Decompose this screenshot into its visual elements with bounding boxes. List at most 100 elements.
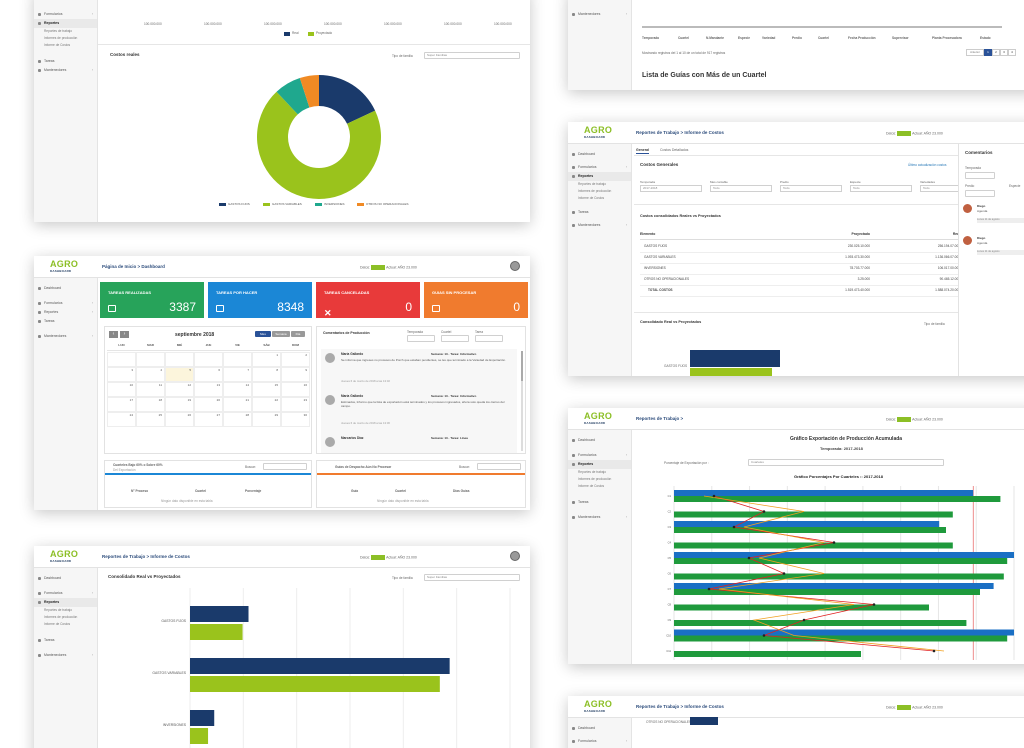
sidebar-item-formularios[interactable]: Formularios › [34, 10, 97, 19]
calendar-day[interactable]: 4 [136, 367, 165, 382]
kpi-tareas-por-hacer[interactable]: TAREAS POR HACER 8348 [208, 282, 312, 318]
bar-real[interactable] [190, 658, 450, 674]
bar-proyectado[interactable] [674, 521, 940, 527]
pager-2[interactable]: 2 [992, 49, 1000, 56]
calendar-day[interactable]: 6 [194, 367, 223, 382]
calendar-day[interactable]: 11 [136, 382, 165, 397]
calendar-day[interactable] [165, 352, 194, 367]
sidebar-item-dashboard[interactable]: Dashboard [568, 436, 631, 445]
donut-slice-3[interactable] [276, 78, 310, 115]
search-input[interactable] [263, 463, 307, 470]
pager-3[interactable]: 3 [1000, 49, 1008, 56]
sidebar-item-tareas[interactable]: Tareas [34, 317, 97, 326]
bar-real[interactable] [674, 558, 1008, 564]
bar-real[interactable] [674, 511, 953, 518]
sidebar-sub-produccion[interactable]: Informes de producción [44, 36, 78, 40]
calendar-day[interactable]: 18 [136, 397, 165, 412]
pager-prev[interactable]: Anterior [966, 49, 984, 56]
bar-real[interactable] [674, 527, 946, 533]
calendar-day[interactable]: 7 [223, 367, 252, 382]
sidebar-item-mantenedores[interactable]: Mantenedores › [568, 513, 631, 522]
sidebar-sub-trabajo[interactable]: Reportes de trabajo [44, 29, 72, 33]
sidebar-sub-trabajo[interactable]: Reportes de trabajo [578, 470, 606, 474]
view-week[interactable]: Semana [272, 331, 290, 337]
tab-costos-detallados[interactable]: Costos Detallados [660, 148, 689, 152]
sidebar-item-tareas[interactable]: Tareas [568, 498, 631, 507]
sidebar-item-dashboard[interactable]: Dashboard [568, 150, 631, 159]
sidebar-item-formularios[interactable]: Formularios › [34, 299, 97, 308]
legend-item[interactable]: GASTOS VARIABLES [272, 202, 302, 206]
calendar-day[interactable]: 20 [194, 397, 223, 412]
bar-real[interactable] [674, 573, 1004, 580]
pager-1[interactable]: 1 [984, 49, 992, 56]
kpi-tareas-realizadas[interactable]: TAREAS REALIZADAS 3387 [100, 282, 204, 318]
calendar-day[interactable]: 13 [194, 382, 223, 397]
bar-real[interactable] [674, 635, 1008, 642]
sidebar-sub-costos[interactable]: Informe de Costos [44, 622, 71, 626]
calendar-day[interactable]: 16 [281, 382, 310, 397]
donut-slice-2[interactable] [257, 91, 381, 200]
sidebar-sub-produccion[interactable]: Informes de producción [44, 615, 78, 619]
family-filter-select[interactable]: Super Familias [424, 52, 520, 59]
calendar-day[interactable]: 15 [252, 382, 281, 397]
bar-real[interactable] [674, 604, 929, 611]
calendar-day[interactable] [223, 352, 252, 367]
sidebar-item-formularios[interactable]: Formularios › [568, 163, 631, 172]
donut-slice-1[interactable] [319, 75, 376, 124]
sidebar-item-reportes[interactable]: Reportes [34, 19, 97, 28]
sidebar-item-mantenedores[interactable]: Mantenedores › [34, 66, 97, 75]
bar-proyectado[interactable] [674, 629, 1014, 636]
last-update-link[interactable]: Último actualización costos [908, 163, 947, 167]
calendar-day[interactable]: 24 [107, 412, 136, 427]
filter-select[interactable]: Todo [710, 185, 772, 192]
calendar-day[interactable]: 3 [107, 367, 136, 382]
calendar-day[interactable]: 26 [165, 412, 194, 427]
sidebar-sub-trabajo[interactable]: Reportes de trabajo [578, 182, 606, 186]
bar-real[interactable] [190, 710, 215, 726]
sidebar-item-formularios[interactable]: Formularios › [34, 589, 97, 598]
sidebar-sub-costos[interactable]: Informe de Costos [44, 43, 71, 47]
table-row-name[interactable]: GASTOS VARIABLES [644, 255, 676, 259]
calendar-day[interactable]: 12 [165, 382, 194, 397]
filter-select[interactable]: Todo [850, 185, 912, 192]
calendar-day[interactable]: 21 [223, 397, 252, 412]
bar-proyectado[interactable] [190, 624, 243, 640]
kpi-tareas-canceladas[interactable]: TAREAS CANCELADAS ✕ 0 [316, 282, 420, 318]
calendar-day[interactable]: 5 [165, 367, 194, 382]
sidebar-item-tareas[interactable]: Tareas [34, 636, 97, 645]
view-month[interactable]: Mes [255, 331, 271, 337]
filter-select[interactable]: 2017-2018 [640, 185, 702, 192]
sidebar-sub-trabajo[interactable]: Reportes de trabajo [44, 608, 72, 612]
legend-item[interactable]: GASTOS FIJOS [228, 202, 250, 206]
calendar-next[interactable]: › [120, 331, 129, 338]
cuartel-filter[interactable] [441, 335, 469, 342]
task-filter[interactable] [475, 335, 503, 342]
calendar-day[interactable]: 29 [252, 412, 281, 427]
sidebar-sub-costos[interactable]: Informe de Costos [578, 484, 605, 488]
sidebar-item-tareas[interactable]: Tareas [568, 208, 631, 217]
predio-filter[interactable] [965, 190, 995, 197]
view-day[interactable]: Día [291, 331, 305, 337]
bar-real[interactable] [674, 542, 953, 549]
sidebar-item-reportes[interactable]: Reportes [34, 598, 97, 607]
donut-slice-4[interactable] [299, 75, 319, 108]
bar-real[interactable] [674, 589, 980, 595]
family-filter-select[interactable]: Super Familias [424, 574, 520, 581]
bar-proyectado[interactable] [674, 583, 994, 589]
bar-real[interactable] [190, 606, 249, 622]
bar-proyectado[interactable] [674, 552, 1014, 558]
sidebar-item-tareas[interactable]: Tareas [34, 57, 97, 66]
sidebar-item-mantenedores[interactable]: Mantenedores › [34, 651, 97, 660]
calendar-day[interactable]: 1 [252, 352, 281, 367]
season-filter[interactable] [965, 172, 995, 179]
sidebar-sub-costos[interactable]: Informe de Costos [578, 196, 605, 200]
calendar-day[interactable]: 9 [281, 367, 310, 382]
season-filter[interactable] [407, 335, 435, 342]
avatar[interactable] [510, 261, 520, 271]
calendar-day[interactable]: 2 [281, 352, 310, 367]
kpi-guias-sin-procesar[interactable]: GUIAS SIN PROCESAR 0 [424, 282, 528, 318]
guides-scroll[interactable] [642, 26, 1002, 28]
sidebar-item-mantenedores[interactable]: Mantenedores › [568, 10, 631, 19]
sidebar-item-dashboard[interactable]: Dashboard [568, 724, 631, 733]
sidebar-item-formularios[interactable]: Formularios › [568, 451, 631, 460]
